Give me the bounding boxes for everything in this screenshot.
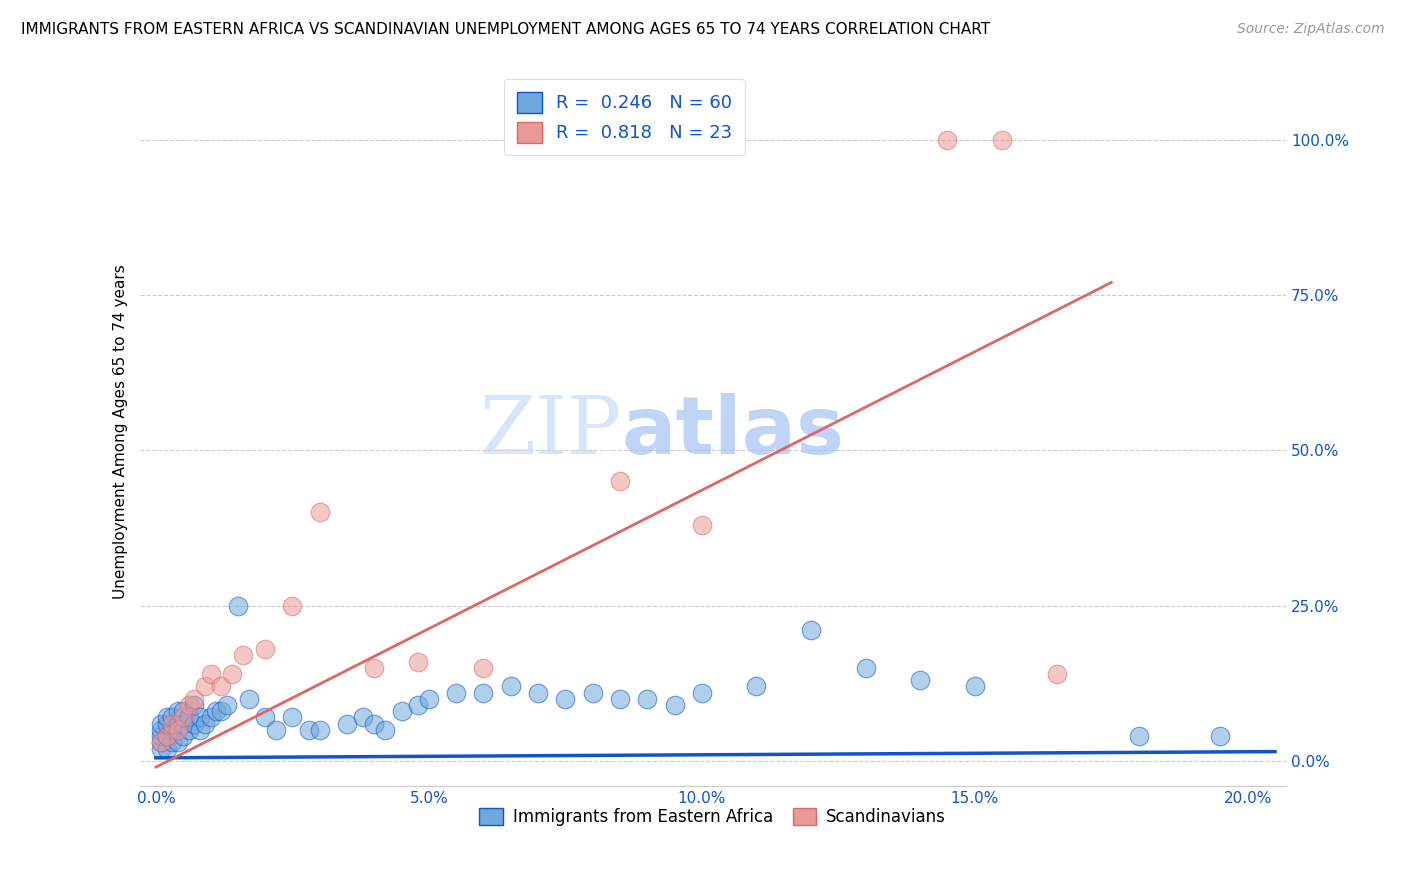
Point	[308, 723, 330, 737]
Point	[194, 716, 217, 731]
Point	[183, 716, 205, 731]
Point	[418, 691, 440, 706]
Point	[162, 735, 184, 749]
Point	[527, 685, 550, 699]
Text: Source: ZipAtlas.com: Source: ZipAtlas.com	[1237, 22, 1385, 37]
Point	[183, 691, 205, 706]
Point	[690, 517, 713, 532]
Point	[162, 716, 184, 731]
Point	[166, 735, 188, 749]
Point	[209, 679, 232, 693]
Point	[363, 661, 385, 675]
Point	[166, 716, 188, 731]
Point	[156, 716, 179, 731]
Point	[156, 729, 179, 743]
Point	[166, 723, 188, 737]
Point	[636, 691, 658, 706]
Point	[150, 729, 173, 743]
Point	[172, 716, 194, 731]
Point	[363, 716, 385, 731]
Point	[156, 741, 179, 756]
Point	[238, 691, 260, 706]
Point	[254, 710, 277, 724]
Point	[150, 716, 173, 731]
Point	[232, 648, 254, 663]
Point	[209, 704, 232, 718]
Point	[162, 723, 184, 737]
Point	[1209, 729, 1232, 743]
Point	[177, 710, 200, 724]
Point	[254, 642, 277, 657]
Point	[745, 679, 768, 693]
Point	[177, 723, 200, 737]
Point	[281, 599, 304, 613]
Point	[205, 704, 228, 718]
Point	[200, 710, 222, 724]
Point	[609, 475, 631, 489]
Point	[156, 710, 179, 724]
Point	[188, 710, 211, 724]
Point	[336, 716, 359, 731]
Point	[177, 698, 200, 712]
Y-axis label: Unemployment Among Ages 65 to 74 years: Unemployment Among Ages 65 to 74 years	[114, 264, 128, 599]
Text: ZIP: ZIP	[479, 392, 621, 471]
Point	[991, 132, 1014, 146]
Text: IMMIGRANTS FROM EASTERN AFRICA VS SCANDINAVIAN UNEMPLOYMENT AMONG AGES 65 TO 74 : IMMIGRANTS FROM EASTERN AFRICA VS SCANDI…	[21, 22, 990, 37]
Point	[690, 685, 713, 699]
Point	[166, 704, 188, 718]
Point	[194, 679, 217, 693]
Point	[472, 661, 495, 675]
Point	[1046, 667, 1069, 681]
Point	[499, 679, 522, 693]
Point	[963, 679, 986, 693]
Point	[1128, 729, 1150, 743]
Point	[308, 505, 330, 519]
Point	[226, 599, 249, 613]
Point	[150, 741, 173, 756]
Point	[172, 729, 194, 743]
Text: atlas: atlas	[621, 392, 844, 471]
Point	[664, 698, 686, 712]
Point	[150, 735, 173, 749]
Point	[150, 723, 173, 737]
Point	[936, 132, 959, 146]
Point	[183, 698, 205, 712]
Point	[150, 735, 173, 749]
Point	[582, 685, 605, 699]
Point	[298, 723, 321, 737]
Point	[172, 704, 194, 718]
Point	[281, 710, 304, 724]
Point	[200, 667, 222, 681]
Point	[406, 655, 429, 669]
Point	[554, 691, 576, 706]
Point	[264, 723, 287, 737]
Point	[156, 729, 179, 743]
Point	[908, 673, 931, 688]
Point	[215, 698, 238, 712]
Point	[855, 661, 877, 675]
Point	[444, 685, 467, 699]
Point	[391, 704, 413, 718]
Point	[352, 710, 374, 724]
Point	[374, 723, 396, 737]
Point	[609, 691, 631, 706]
Point	[406, 698, 429, 712]
Point	[221, 667, 243, 681]
Point	[172, 710, 194, 724]
Legend: Immigrants from Eastern Africa, Scandinavians: Immigrants from Eastern Africa, Scandina…	[471, 799, 955, 834]
Point	[800, 624, 823, 638]
Point	[162, 710, 184, 724]
Point	[472, 685, 495, 699]
Point	[188, 723, 211, 737]
